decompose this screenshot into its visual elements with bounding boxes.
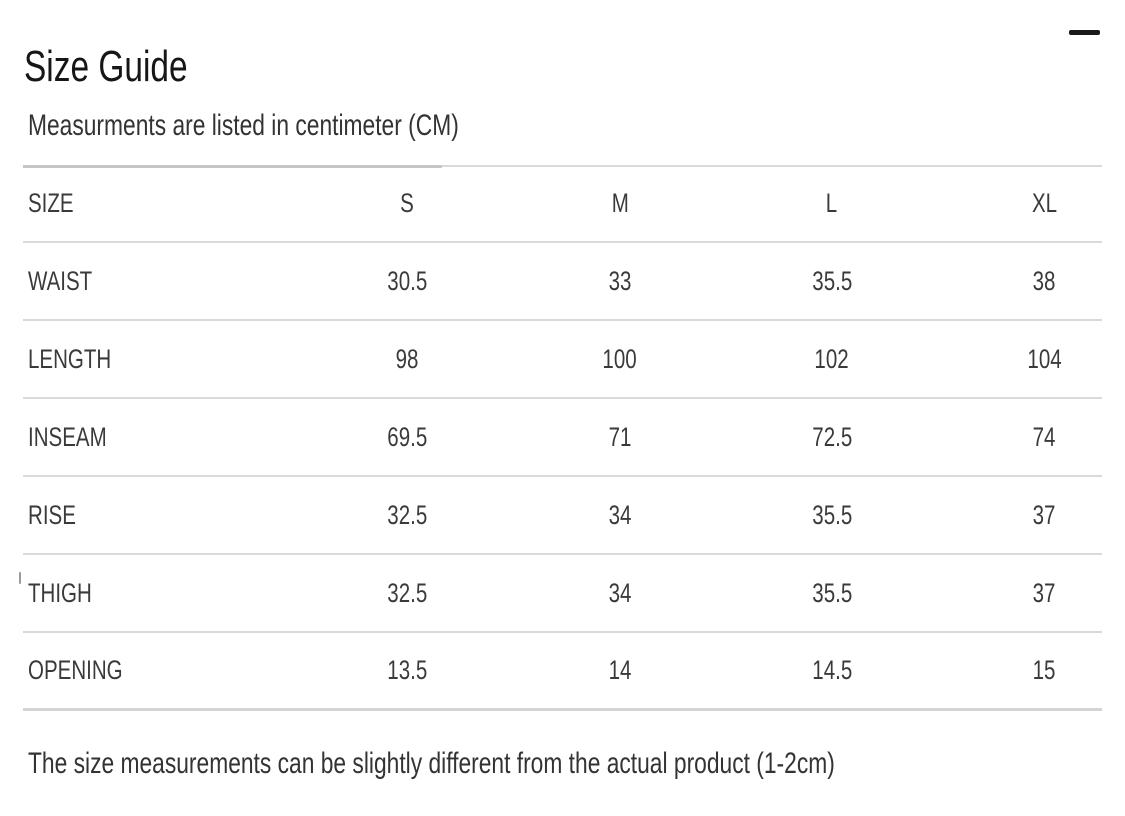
column-header-xl: XL bbox=[1031, 187, 1058, 218]
row-value: 13.5 bbox=[387, 655, 428, 685]
table-row: THIGH 32.5 34 35.5 37 bbox=[23, 555, 1102, 633]
table-row: INSEAM 69.5 71 72.5 74 bbox=[23, 399, 1102, 477]
row-value: 32.5 bbox=[387, 499, 428, 530]
column-header-m: M bbox=[611, 187, 629, 218]
table-row: OPENING 13.5 14 14.5 15 bbox=[23, 633, 1102, 711]
table-header-row: SIZE S M L XL bbox=[23, 165, 1102, 243]
row-value: 102 bbox=[814, 343, 850, 374]
column-header-s: S bbox=[400, 187, 415, 218]
column-header-size: SIZE bbox=[28, 187, 74, 218]
row-value: 15 bbox=[1033, 655, 1056, 685]
row-value: 35.5 bbox=[812, 499, 852, 530]
row-value: 100 bbox=[602, 343, 638, 374]
row-value: 37 bbox=[1033, 577, 1056, 608]
row-value: 34 bbox=[608, 499, 632, 530]
row-label: OPENING bbox=[28, 655, 123, 685]
row-value: 14 bbox=[608, 655, 632, 685]
row-value: 30.5 bbox=[387, 265, 428, 296]
row-label: WAIST bbox=[28, 265, 93, 296]
page-title: Size Guide bbox=[24, 42, 188, 92]
column-header-l: L bbox=[826, 187, 838, 218]
row-value: 104 bbox=[1027, 343, 1062, 374]
row-label: THIGH bbox=[28, 577, 92, 608]
row-value: 35.5 bbox=[812, 577, 852, 608]
row-value: 71 bbox=[608, 421, 632, 452]
minus-icon bbox=[1068, 29, 1100, 35]
row-value: 35.5 bbox=[812, 265, 852, 296]
row-value: 33 bbox=[608, 265, 632, 296]
table-row: RISE 32.5 34 35.5 37 bbox=[23, 477, 1102, 555]
row-value: 32.5 bbox=[387, 577, 428, 608]
row-value: 69.5 bbox=[387, 421, 428, 452]
measurement-unit-note: Measurments are listed in centimeter (CM… bbox=[28, 109, 459, 142]
row-value: 38 bbox=[1033, 265, 1056, 296]
stray-mark bbox=[19, 572, 21, 584]
row-value: 34 bbox=[608, 577, 632, 608]
disclaimer-note: The size measurements can be slightly di… bbox=[28, 747, 835, 780]
collapse-button[interactable] bbox=[1060, 20, 1108, 44]
size-table: SIZE S M L XL WAIST 30.5 33 35.5 38 LENGTH 98 1… bbox=[23, 165, 1102, 711]
row-label: INSEAM bbox=[28, 421, 107, 452]
row-value: 72.5 bbox=[812, 421, 852, 452]
row-value: 98 bbox=[396, 343, 419, 374]
row-label: LENGTH bbox=[28, 343, 112, 374]
table-body: WAIST 30.5 33 35.5 38 LENGTH 98 100 102 104 INSEAM… bbox=[23, 243, 1102, 711]
table-row: WAIST 30.5 33 35.5 38 bbox=[23, 243, 1102, 321]
row-label: RISE bbox=[28, 499, 76, 530]
row-value: 37 bbox=[1033, 499, 1056, 530]
row-value: 14.5 bbox=[812, 655, 852, 685]
row-value: 74 bbox=[1033, 421, 1056, 452]
table-row: LENGTH 98 100 102 104 bbox=[23, 321, 1102, 399]
